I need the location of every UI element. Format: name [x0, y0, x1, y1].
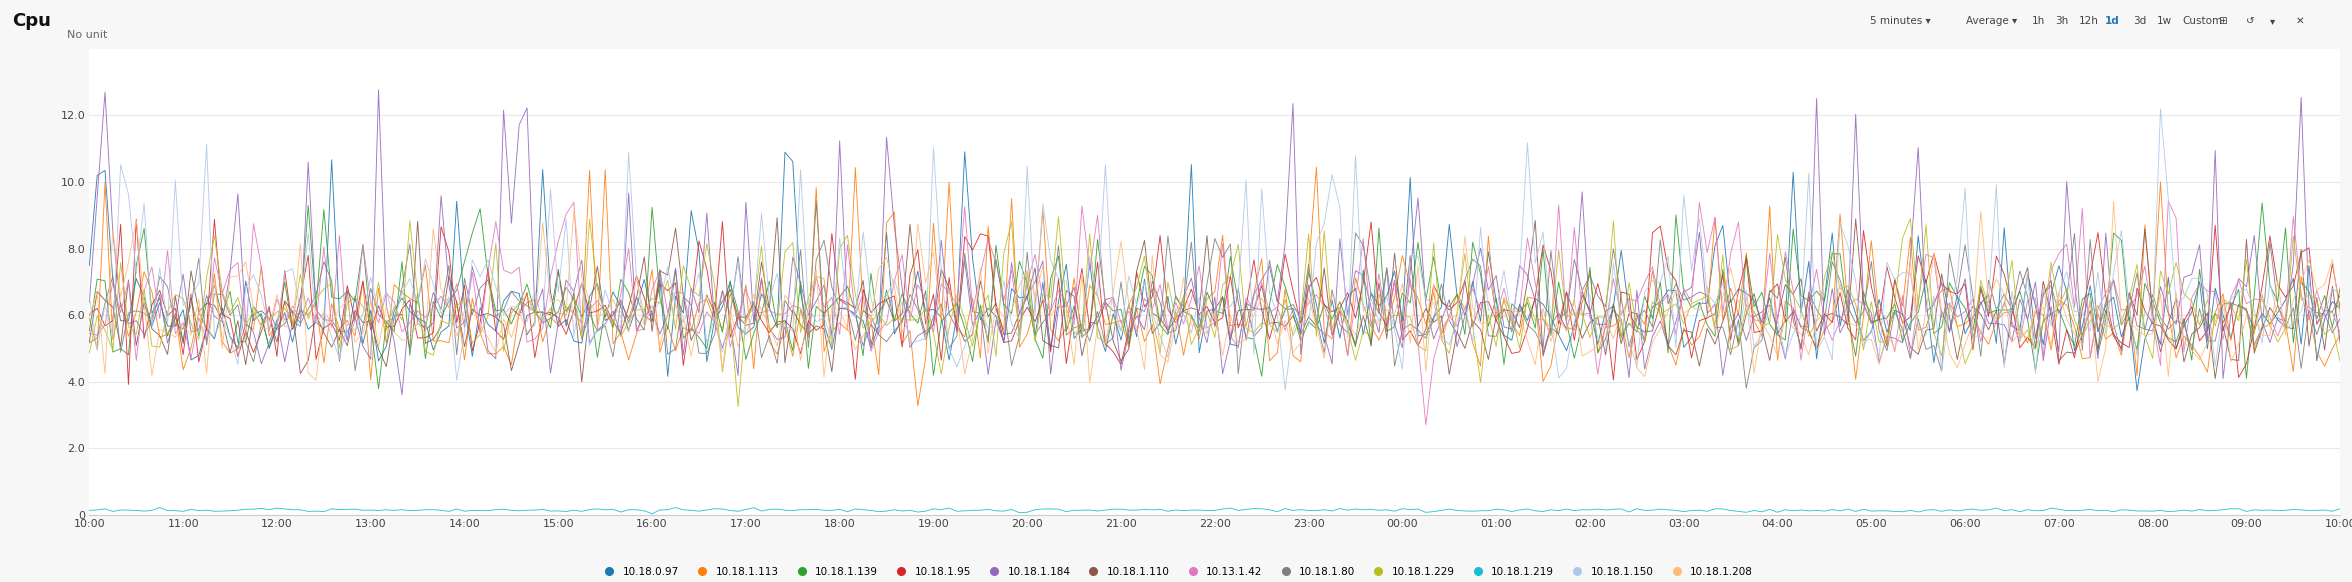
Text: 1d: 1d [2105, 16, 2119, 26]
Text: 3d: 3d [2133, 16, 2147, 26]
Text: ▾: ▾ [2270, 16, 2274, 26]
Text: ⊞: ⊞ [2218, 16, 2227, 26]
Text: ↺: ↺ [2246, 16, 2256, 26]
Text: Custom: Custom [2183, 16, 2223, 26]
Text: ✕: ✕ [2296, 16, 2305, 26]
Text: Cpu: Cpu [12, 12, 52, 30]
Text: 3h: 3h [2056, 16, 2070, 26]
Text: 1w: 1w [2157, 16, 2171, 26]
Text: 1h: 1h [2032, 16, 2046, 26]
Text: No unit: No unit [66, 30, 108, 40]
Legend: 10.18.0.97, 10.18.1.113, 10.18.1.139, 10.18.1.95, 10.18.1.184, 10.18.1.110, 10.1: 10.18.0.97, 10.18.1.113, 10.18.1.139, 10… [600, 567, 1752, 577]
Text: 12h: 12h [2079, 16, 2098, 26]
Text: Average ▾: Average ▾ [1966, 16, 2018, 26]
Text: 5 minutes ▾: 5 minutes ▾ [1870, 16, 1931, 26]
